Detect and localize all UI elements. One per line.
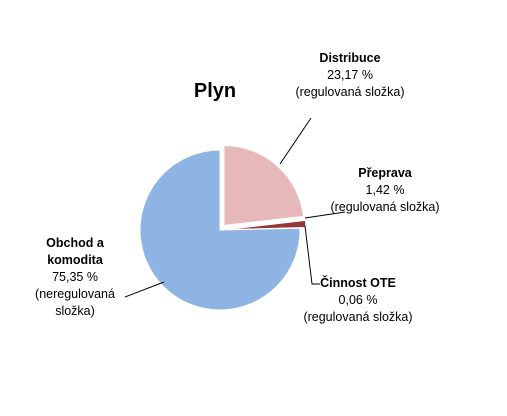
leader-line: [304, 225, 320, 285]
value-label: 75,35 %: [52, 270, 98, 284]
slice-note: (regulovaná složka): [330, 200, 440, 214]
value-label: 23,17 %: [327, 68, 373, 82]
category-name: Obchod a komodita: [46, 236, 104, 267]
pie-slice: [223, 145, 305, 227]
slice-label: Činnost OTE 0,06 % (regulovaná složka): [303, 275, 413, 326]
slice-note: (regulovaná složka): [303, 310, 413, 324]
value-label: 0,06 %: [338, 293, 378, 307]
slice-label: Obchod a komodita 75,35 % (neregulovaná sl…: [20, 235, 130, 320]
slice-label: Přeprava 1,42 % (regulovaná složka): [330, 165, 440, 216]
slice-label: Distribuce 23,17 % (regulovaná složka): [295, 50, 405, 101]
leader-line: [279, 117, 312, 165]
leader-line: [304, 211, 346, 219]
category-name: Distribuce: [319, 51, 381, 65]
value-label: 1,42 %: [365, 183, 405, 197]
category-name: Činnost OTE: [320, 276, 396, 290]
chart-title: Plyn: [193, 80, 237, 102]
slice-note: (regulovaná složka): [295, 85, 405, 99]
leader-line: [124, 281, 165, 298]
slice-note: (neregulovaná složka): [35, 287, 115, 318]
pie-slice: [139, 149, 301, 311]
category-name: Přeprava: [358, 166, 412, 180]
